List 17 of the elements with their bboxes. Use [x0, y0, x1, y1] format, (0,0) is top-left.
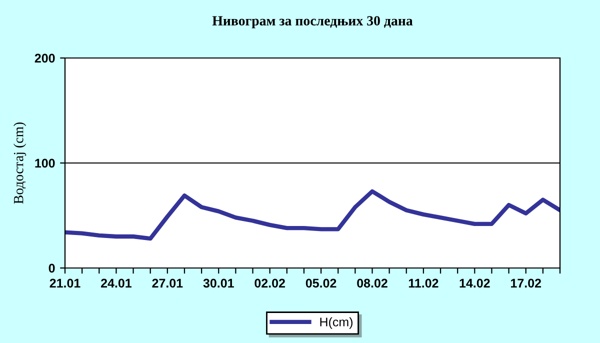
legend-label: H(cm)	[320, 317, 352, 329]
x-tick-label: 21.01	[50, 278, 80, 288]
x-tick-label: 05.02	[306, 278, 336, 288]
x-tick-label: 08.02	[357, 278, 388, 288]
x-tick-label: 17.02	[511, 278, 542, 288]
chart-title: Нивограм за последњих 30 дана	[212, 16, 413, 28]
y-tick-label: 100	[35, 158, 55, 168]
line-series	[65, 189, 560, 241]
x-tick-label: 14.02	[460, 278, 490, 288]
x-tick-label: 27.01	[152, 278, 183, 288]
x-tick-label: 30.01	[203, 278, 234, 288]
x-tick-label: 02.02	[254, 278, 285, 288]
y-tick-label: 0	[48, 264, 55, 273]
x-tick-label: 11.02	[408, 278, 438, 288]
y-tick-label: 200	[34, 54, 55, 63]
y-axis-title: Водостај (cm)	[13, 122, 26, 204]
x-tick-label: 24.01	[101, 278, 132, 288]
